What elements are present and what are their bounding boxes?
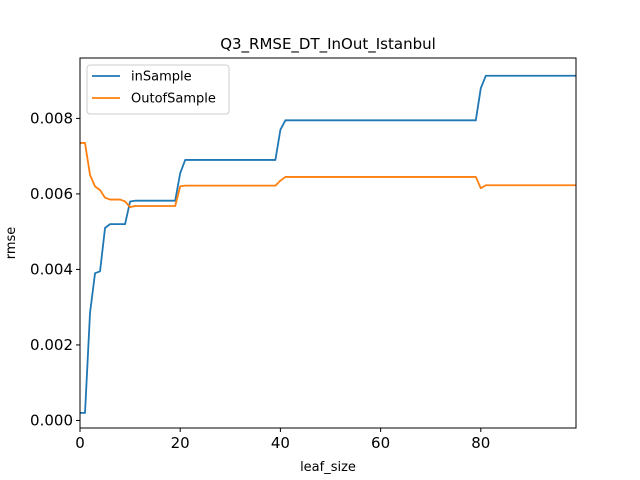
y-axis-label: rmse xyxy=(4,227,19,260)
y-tick-label: 0.004 xyxy=(30,260,73,278)
x-axis: 0 20 40 60 80 xyxy=(75,428,490,452)
legend-label-insample: inSample xyxy=(131,70,192,85)
chart-title: Q3_RMSE_DT_InOut_Istanbul xyxy=(220,35,436,54)
series-line-insample xyxy=(80,74,576,414)
x-tick-label: 60 xyxy=(371,434,390,452)
plot-frame xyxy=(79,57,577,429)
y-tick-label: 0.002 xyxy=(30,336,73,354)
legend: inSample OutofSample xyxy=(86,64,230,115)
y-tick-label: 0.006 xyxy=(30,185,73,203)
x-axis-label: leaf_size xyxy=(300,460,356,475)
y-axis: 0.000 0.002 0.004 0.006 0.008 xyxy=(30,109,80,429)
y-tick-label: 0.000 xyxy=(30,411,73,429)
x-tick-label: 40 xyxy=(271,434,290,452)
series-line-outofsample xyxy=(80,142,576,209)
legend-label-outofsample: OutofSample xyxy=(131,92,216,107)
x-tick-label: 0 xyxy=(75,434,85,452)
y-tick-label: 0.008 xyxy=(30,109,73,127)
series-layer xyxy=(80,74,576,414)
legend-box xyxy=(86,64,230,115)
x-tick-label: 20 xyxy=(171,434,190,452)
x-tick-label: 80 xyxy=(471,434,490,452)
